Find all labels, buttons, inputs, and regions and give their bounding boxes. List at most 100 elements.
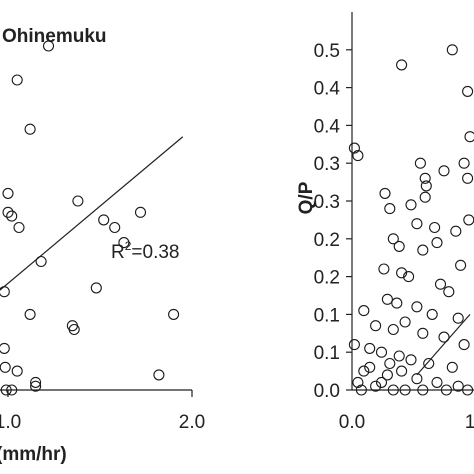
right-point-11 (458, 157, 470, 169)
left-point-8 (35, 255, 47, 268)
left-point-19 (0, 342, 10, 354)
right-y-tick-label-7: 0.4 (314, 116, 341, 137)
right-point-32 (391, 297, 403, 309)
right-point-24 (455, 259, 467, 271)
right-point-34 (426, 308, 438, 320)
left-point-18 (168, 308, 180, 320)
right-point-49 (358, 365, 370, 377)
left-point-21 (11, 365, 23, 377)
right-y-tick-label-5: 0.3 (314, 192, 340, 213)
right-points (348, 44, 474, 396)
right-point-53 (452, 380, 464, 392)
left-point-7 (72, 195, 84, 207)
right-point-21 (393, 240, 405, 252)
right-point-61 (355, 384, 367, 396)
right-point-8 (464, 131, 474, 143)
right-point-16 (411, 218, 423, 230)
left-panel: Ohinemuku 1.0 2.0 (mm/hr) R2=0.38 (0, 26, 205, 465)
left-point-12 (134, 206, 147, 218)
right-point-57 (399, 384, 411, 396)
right-point-48 (446, 361, 458, 373)
right-point-9 (419, 191, 431, 203)
right-point-23 (431, 237, 443, 249)
right-point-1 (462, 85, 474, 97)
right-point-59 (440, 384, 452, 396)
right-point-27 (403, 271, 415, 283)
right-point-44 (375, 346, 388, 358)
left-point-10 (109, 221, 121, 234)
right-point-28 (434, 278, 447, 290)
right-point-39 (417, 327, 429, 339)
right-point-15 (405, 199, 417, 211)
left-point-9 (98, 214, 110, 226)
left-r2-prefix: R (111, 242, 125, 263)
right-point-55 (370, 380, 382, 392)
left-x-tick-label-1: 1.0 (0, 412, 21, 433)
right-point-62 (375, 376, 388, 388)
right-point-56 (387, 384, 399, 396)
left-point-22 (153, 369, 165, 381)
right-point-54 (352, 376, 364, 388)
right-point-46 (405, 354, 417, 366)
right-point-20 (387, 233, 399, 245)
right-point-38 (399, 316, 411, 328)
left-point-1 (42, 40, 55, 52)
left-point-26 (6, 384, 18, 396)
left-point-13 (0, 286, 10, 298)
right-point-33 (411, 301, 423, 313)
right-y-tick-label-3: 0.2 (314, 268, 340, 289)
right-point-43 (364, 342, 376, 354)
left-point-6 (13, 221, 25, 234)
right-x-tick-label-2: 1 (465, 412, 474, 433)
left-point-17 (68, 323, 80, 336)
left-point-20 (0, 361, 11, 373)
right-x-tick-label-1: 0.0 (339, 412, 365, 433)
right-y-tick-label-2: 0.1 (314, 305, 340, 326)
right-point-50 (381, 369, 393, 381)
left-x-tick-label-2: 2.0 (179, 412, 205, 433)
right-point-2 (396, 59, 408, 71)
right-y-tick-label-6: 0.3 (314, 154, 340, 175)
right-point-40 (438, 331, 450, 343)
right-point-13 (379, 187, 391, 199)
right-y-tick-label-9: 0.5 (314, 41, 340, 62)
right-y-tick-label-8: 0.4 (314, 79, 341, 100)
right-point-52 (431, 376, 443, 388)
left-point-3 (2, 187, 14, 199)
right-point-65 (396, 365, 408, 377)
right-point-22 (417, 244, 429, 256)
right-point-47 (423, 357, 435, 370)
left-regression-line (0, 136, 184, 291)
right-point-64 (384, 357, 396, 370)
right-point-35 (452, 312, 464, 324)
right-y-axis-label: Q/P (296, 181, 317, 214)
right-point-14 (384, 203, 396, 215)
left-point-11 (118, 237, 130, 249)
right-point-3 (348, 142, 360, 154)
right-point-42 (348, 339, 360, 351)
right-point-25 (378, 263, 390, 275)
right-point-29 (443, 286, 455, 298)
right-point-6 (352, 150, 364, 162)
right-panel: Q/P 0.0 0.1 0.1 0.2 0.2 0.3 0.3 0.4 0.4 0.5 0.0 1 (296, 12, 474, 433)
right-point-45 (393, 350, 405, 362)
left-r2-value: =0.38 (131, 242, 179, 263)
left-point-24 (30, 380, 42, 392)
right-y-tick-label-0: 0.0 (314, 381, 340, 402)
left-point-14 (24, 308, 36, 320)
right-point-63 (364, 361, 376, 373)
right-y-tick-label-4: 0.2 (314, 230, 340, 251)
right-point-19 (463, 214, 474, 226)
left-point-2 (24, 123, 36, 135)
left-x-axis-label: (mm/hr) (0, 444, 67, 465)
right-point-7 (414, 157, 426, 169)
right-point-41 (458, 339, 470, 351)
left-point-4 (2, 206, 14, 218)
right-y-ticks: 0.0 0.1 0.1 0.2 0.2 0.3 0.3 0.4 0.4 0.5 (314, 41, 352, 402)
left-point-23 (30, 376, 42, 388)
left-point-5 (6, 210, 18, 222)
right-point-58 (417, 384, 429, 396)
right-point-18 (450, 225, 462, 237)
right-point-10 (438, 165, 450, 177)
